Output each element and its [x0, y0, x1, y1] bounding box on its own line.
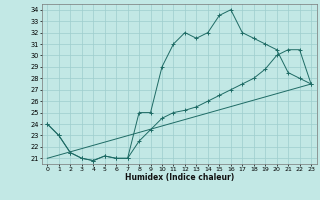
X-axis label: Humidex (Indice chaleur): Humidex (Indice chaleur) — [124, 173, 234, 182]
